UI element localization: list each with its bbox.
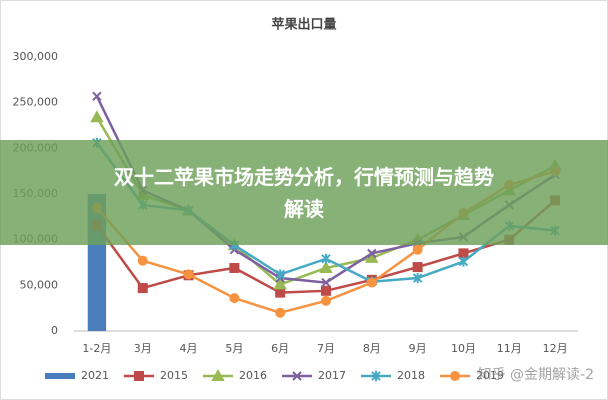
- marker: [321, 285, 331, 296]
- marker: [275, 287, 286, 298]
- x-tick-label: 1-2月: [82, 342, 111, 355]
- x-tick-label: 12月: [543, 342, 568, 355]
- x-tick-label: 11月: [497, 342, 522, 355]
- marker: [292, 371, 302, 381]
- marker: [211, 368, 225, 381]
- marker: [273, 277, 287, 290]
- x-tick-label: 9月: [409, 342, 427, 355]
- legend-label: 2015: [160, 369, 188, 382]
- legend-label: 2017: [318, 369, 346, 382]
- marker: [275, 307, 286, 318]
- watermark: 知乎 @金期解读-2: [477, 367, 594, 383]
- x-tick-label: 6月: [271, 342, 289, 355]
- marker: [90, 110, 104, 123]
- x-tick-label: 8月: [363, 342, 381, 355]
- marker: [365, 250, 379, 263]
- marker: [321, 277, 331, 288]
- marker: [319, 260, 333, 273]
- x-tick-label: 4月: [180, 342, 198, 355]
- marker: [412, 273, 423, 284]
- banner-title: 双十二苹果市场走势分析，行情预测与趋势解读: [114, 164, 494, 221]
- marker: [137, 283, 148, 294]
- x-tick-label: 10月: [451, 342, 476, 355]
- marker: [366, 277, 377, 288]
- legend-label: 2018: [397, 369, 425, 382]
- marker: [137, 255, 148, 266]
- x-tick-label: 7月: [317, 342, 335, 355]
- marker: [134, 371, 144, 381]
- marker: [321, 295, 331, 306]
- chart-title: 苹果出口量: [271, 17, 336, 33]
- marker: [412, 244, 423, 255]
- marker: [450, 371, 460, 381]
- marker: [367, 248, 377, 259]
- marker: [458, 256, 469, 267]
- legend-swatch: [45, 373, 75, 379]
- marker: [229, 293, 240, 304]
- y-tick-label: 250,000: [13, 96, 59, 109]
- marker: [92, 91, 102, 101]
- y-tick-label: 50,000: [20, 278, 59, 291]
- banner: 双十二苹果市场走势分析，行情预测与趋势解读: [0, 140, 608, 245]
- marker: [183, 269, 194, 280]
- marker: [321, 253, 331, 264]
- y-tick-label: 0: [51, 324, 58, 337]
- legend-label: 2019: [476, 369, 504, 382]
- marker: [275, 269, 285, 280]
- marker: [412, 262, 423, 273]
- marker: [458, 248, 469, 259]
- y-tick-label: 300,000: [13, 50, 59, 63]
- legend-label: 2016: [239, 369, 267, 382]
- marker: [371, 371, 381, 381]
- x-tick-label: 3月: [134, 342, 152, 355]
- marker: [229, 262, 240, 273]
- legend-label: 2021: [81, 369, 109, 382]
- x-tick-label: 5月: [225, 342, 243, 355]
